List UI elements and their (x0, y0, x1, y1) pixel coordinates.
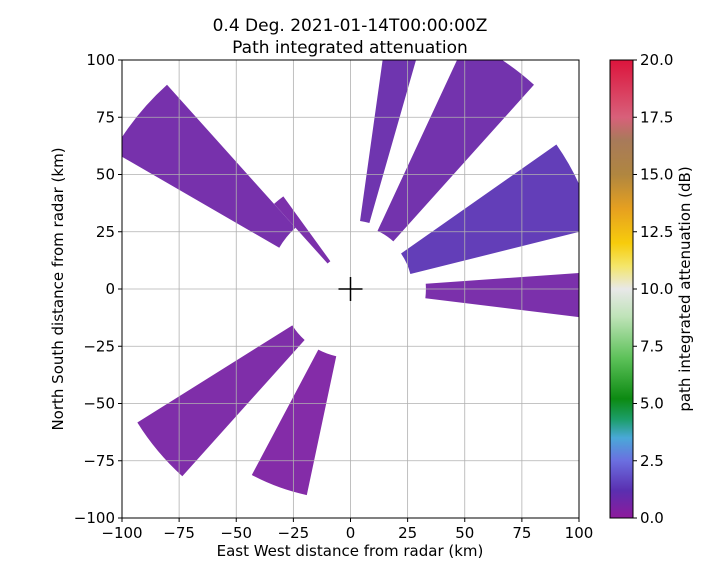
attenuation-sector-2 (401, 144, 579, 275)
attenuation-sector-3 (425, 272, 579, 318)
colorbar-tick-label-0: 0.0 (640, 509, 664, 527)
y-tick-label-2: 50 (96, 166, 115, 184)
y-axis-label: North South distance from radar (km) (49, 147, 67, 430)
x-tick-label-1: −75 (163, 524, 195, 542)
radar-location-marker (338, 277, 363, 301)
colorbar-tick-label-1: 2.5 (640, 452, 664, 470)
attenuation-sector-7 (274, 196, 331, 264)
y-tick-label-8: −100 (74, 509, 115, 527)
y-tick-label-6: −50 (83, 395, 115, 413)
colorbar-tick-label-4: 10.0 (640, 280, 673, 298)
x-tick-label-7: 75 (512, 524, 531, 542)
colorbar-label: path integrated attenuation (dB) (676, 166, 694, 411)
y-axis-ticks: 100 75 50 25 0 −25 −50 −75 −100 (74, 51, 122, 527)
y-tick-label-0: 100 (86, 51, 115, 69)
attenuation-sector-0 (360, 60, 417, 223)
x-tick-label-8: 100 (565, 524, 594, 542)
x-tick-label-0: −100 (101, 524, 142, 542)
x-axis-ticks: −100 −75 −50 −25 0 25 50 75 100 (101, 518, 593, 542)
y-tick-label-4: 0 (105, 280, 115, 298)
x-axis-label: East West distance from radar (km) (217, 542, 484, 560)
attenuation-sector-6 (122, 84, 296, 248)
colorbar-gradient (609, 59, 634, 519)
colorbar-tick-label-8: 20.0 (640, 51, 673, 69)
colorbar-tick-label-2: 5.0 (640, 395, 664, 413)
attenuation-sector-4 (251, 349, 337, 496)
colorbar-tick-label-7: 17.5 (640, 108, 673, 126)
y-tick-label-1: 75 (96, 108, 115, 126)
y-tick-label-7: −75 (83, 452, 115, 470)
colorbar-tick-label-5: 12.5 (640, 223, 673, 241)
y-tick-label-5: −25 (83, 337, 115, 355)
x-tick-label-2: −50 (220, 524, 252, 542)
x-tick-label-4: 0 (346, 524, 356, 542)
x-tick-label-5: 25 (398, 524, 417, 542)
colorbar-ticks: 0.0 2.5 5.0 7.5 10.0 12.5 15.0 17.5 20.0 (633, 51, 673, 527)
y-tick-label-3: 25 (96, 223, 115, 241)
plot-area (121, 59, 580, 519)
chart-title: 0.4 Deg. 2021-01-14T00:00:00Z (213, 16, 488, 36)
colorbar: 0.0 2.5 5.0 7.5 10.0 12.5 15.0 17.5 20.0 path in… (609, 51, 694, 527)
x-tick-label-6: 50 (455, 524, 474, 542)
x-tick-label-3: −25 (278, 524, 310, 542)
chart-subtitle: Path integrated attenuation (232, 38, 468, 58)
colorbar-tick-label-6: 15.0 (640, 166, 673, 184)
colorbar-tick-label-3: 7.5 (640, 337, 664, 355)
attenuation-field (122, 60, 579, 496)
attenuation-sector-1 (377, 60, 534, 242)
